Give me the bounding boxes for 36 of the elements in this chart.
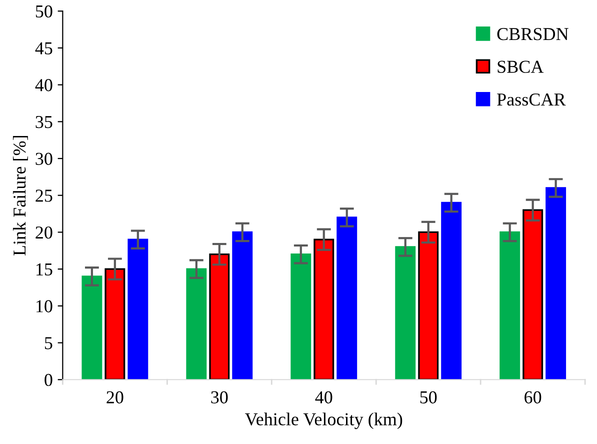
x-tick-label: 60	[524, 391, 542, 404]
y-tick-label: 15	[36, 263, 52, 276]
y-axis-title: Link Failure [%]	[12, 136, 28, 256]
legend-label: SBCA	[498, 60, 544, 73]
bar	[290, 253, 312, 380]
bar	[500, 231, 520, 380]
bar	[546, 187, 566, 380]
y-tick-label: 50	[36, 5, 52, 18]
x-axis-title: Vehicle Velocity (km)	[245, 412, 402, 430]
y-tick-label: 0	[44, 374, 52, 386]
y-tick-label: 10	[36, 300, 52, 312]
bar	[395, 246, 416, 380]
x-tick-label: 20	[106, 391, 124, 404]
bar	[209, 253, 230, 380]
y-tick-label: 40	[35, 79, 52, 92]
x-tick-label: 50	[420, 391, 437, 404]
bar	[441, 202, 462, 380]
y-tick-label: 35	[36, 116, 52, 128]
y-tick-label: 25	[36, 190, 52, 202]
bar	[522, 209, 544, 380]
y-tick-label: 45	[35, 42, 52, 54]
bar	[104, 268, 126, 380]
bar	[418, 231, 439, 380]
x-tick-label: 30	[211, 391, 228, 404]
bar	[186, 268, 207, 380]
x-tick-label: 40	[315, 391, 332, 404]
bar	[232, 231, 253, 380]
y-tick-label: 5	[44, 337, 52, 350]
legend-label: CBRSDN	[497, 28, 568, 40]
y-tick-label: 20	[36, 226, 52, 239]
bar	[128, 238, 148, 380]
bar	[314, 238, 334, 380]
bar	[82, 276, 102, 380]
legend-label: PassCAR	[497, 94, 566, 106]
bar	[336, 216, 358, 380]
y-tick-label: 30	[36, 152, 52, 165]
